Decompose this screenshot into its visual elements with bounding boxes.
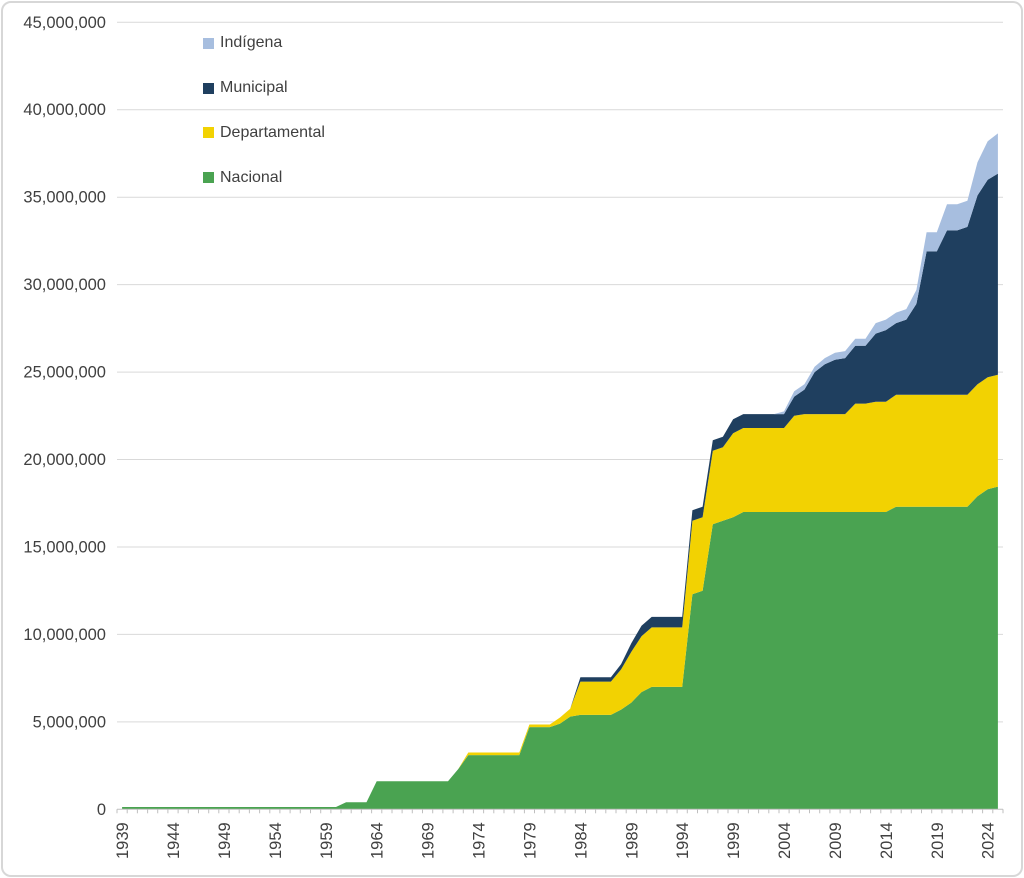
y-tick-label: 15,000,000	[23, 539, 106, 557]
x-tick-label: 1959	[318, 822, 336, 859]
legend-label: Municipal	[220, 79, 288, 97]
area-nacional	[122, 486, 998, 810]
legend-item-nacional: Nacional	[203, 155, 325, 200]
y-tick-label: 40,000,000	[23, 101, 106, 119]
legend-label: Nacional	[220, 168, 283, 186]
x-tick-label: 2014	[878, 822, 896, 859]
area-departamental	[122, 374, 998, 807]
x-axis	[116, 808, 1004, 814]
gridlines	[117, 21, 1003, 723]
y-tick-label: 10,000,000	[23, 626, 106, 644]
x-tick-label: 2004	[776, 822, 794, 859]
y-tick-label: 30,000,000	[23, 276, 106, 294]
legend-item-indigena: Indígena	[203, 21, 325, 66]
y-tick-label: 45,000,000	[23, 14, 106, 32]
legend-swatch-indigena	[203, 37, 214, 49]
x-tick-label: 1969	[420, 822, 438, 859]
legend-swatch-municipal	[203, 82, 214, 94]
y-tick-label: 20,000,000	[23, 451, 106, 469]
x-tick-label: 1979	[521, 822, 539, 859]
x-tick-label: 1954	[267, 822, 285, 859]
x-axis-labels: 1939 1944 1949 1954 1959 1964 1969 1974 1979 1984…	[114, 822, 998, 859]
y-axis-labels: 0 5,000,000 10,000,000 15,000,000 20,000,000…	[23, 14, 106, 819]
x-tick-label: 1984	[572, 822, 590, 859]
legend-item-departamental: Departamental	[203, 111, 325, 156]
x-tick-label: 1964	[369, 822, 387, 859]
x-tick-label: 1989	[623, 822, 641, 859]
x-tick-label: 1949	[216, 822, 234, 859]
x-tick-label: 1974	[471, 822, 489, 859]
chart-legend: Indígena Municipal Departamental Nacional	[203, 21, 325, 200]
y-tick-label: 25,000,000	[23, 364, 106, 382]
y-tick-label: 35,000,000	[23, 189, 106, 207]
x-tick-label: 1944	[165, 822, 183, 859]
x-tick-label: 2009	[827, 822, 845, 859]
legend-label: Indígena	[220, 34, 283, 52]
y-tick-label: 5,000,000	[33, 713, 106, 731]
legend-item-municipal: Municipal	[203, 66, 325, 111]
x-tick-label: 1999	[725, 822, 743, 859]
legend-label: Departamental	[220, 123, 325, 141]
legend-swatch-departamental	[203, 127, 214, 139]
x-tick-label: 1939	[114, 822, 132, 859]
legend-swatch-nacional	[203, 172, 214, 184]
x-tick-label: 2024	[980, 822, 998, 859]
x-tick-label: 2019	[929, 822, 947, 859]
x-tick-label: 1994	[674, 822, 692, 859]
area-series	[122, 133, 998, 810]
y-tick-label: 0	[97, 801, 106, 819]
